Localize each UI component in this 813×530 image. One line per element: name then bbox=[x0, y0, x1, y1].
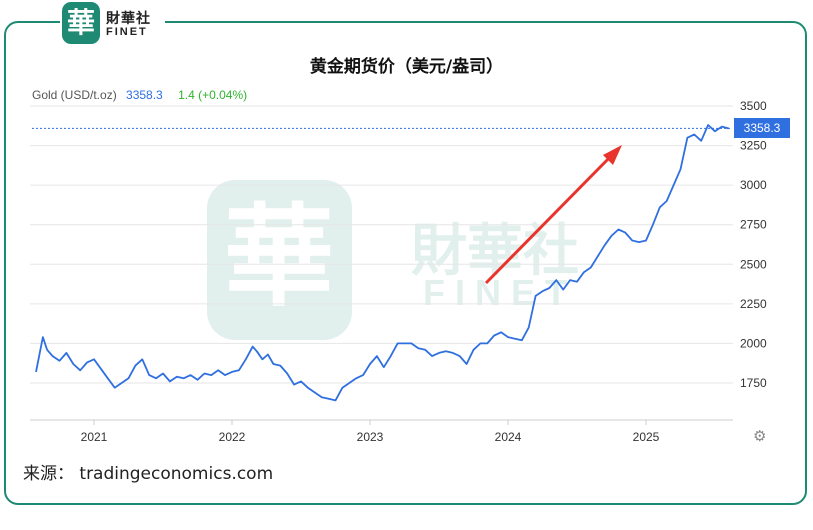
instrument-header: Gold (USD/t.oz) 3358.3 1.4 (+0.04%) bbox=[32, 88, 253, 102]
chart-frame bbox=[4, 21, 807, 505]
x-tick-label: 2025 bbox=[633, 430, 660, 444]
watermark-icon: 華 財華社 FINET bbox=[207, 180, 579, 340]
y-tick-label: 2750 bbox=[740, 218, 767, 232]
grid bbox=[30, 105, 733, 384]
y-tick-label: 2000 bbox=[740, 336, 767, 350]
y-tick-label: 3250 bbox=[740, 139, 767, 153]
x-tick-label: 2021 bbox=[81, 430, 108, 444]
x-tick-label: 2024 bbox=[495, 430, 522, 444]
gear-icon[interactable]: ⚙ bbox=[753, 427, 767, 445]
current-price-tag: 3358.3 bbox=[734, 118, 790, 139]
y-tick-label: 2250 bbox=[740, 297, 767, 311]
series-line-gold bbox=[35, 124, 730, 402]
logo-mark-icon: 華 bbox=[62, 2, 100, 44]
svg-text:華: 華 bbox=[224, 192, 334, 321]
arrow-icon bbox=[484, 145, 622, 285]
chart-title: 黄金期货价（美元/盎司） bbox=[309, 57, 504, 77]
brand-name-en: FINET bbox=[106, 26, 148, 38]
source-note: 来源： tradingeconomics.com bbox=[23, 464, 274, 484]
x-axis: 2021 2022 2023 2024 2025 bbox=[30, 419, 733, 444]
y-tick-label: 2500 bbox=[740, 257, 767, 271]
brand-logo: 華 財華社 FINET bbox=[60, 2, 165, 44]
instrument-price: 3358.3 bbox=[126, 88, 163, 102]
instrument-change: 1.4 (+0.04%) bbox=[178, 88, 248, 102]
y-axis: 3500 3250 3000 2750 2500 2250 2000 1750 bbox=[740, 99, 767, 390]
y-tick-label: 3500 bbox=[740, 99, 767, 113]
svg-text:FINET: FINET bbox=[423, 272, 577, 313]
y-tick-label: 1750 bbox=[740, 376, 767, 390]
instrument-name: Gold (USD/t.oz) bbox=[32, 88, 117, 102]
y-tick-label: 3000 bbox=[740, 178, 767, 192]
x-tick-label: 2023 bbox=[357, 430, 384, 444]
brand-name-cn: 財華社 bbox=[106, 11, 151, 27]
x-tick-label: 2022 bbox=[219, 430, 246, 444]
